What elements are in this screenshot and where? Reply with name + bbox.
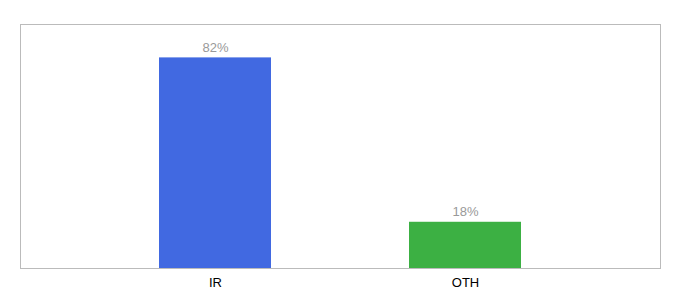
svg-text:18%: 18% [452,204,478,219]
svg-text:82%: 82% [202,40,228,55]
svg-text:IR: IR [209,275,222,290]
svg-text:OTH: OTH [452,275,479,290]
